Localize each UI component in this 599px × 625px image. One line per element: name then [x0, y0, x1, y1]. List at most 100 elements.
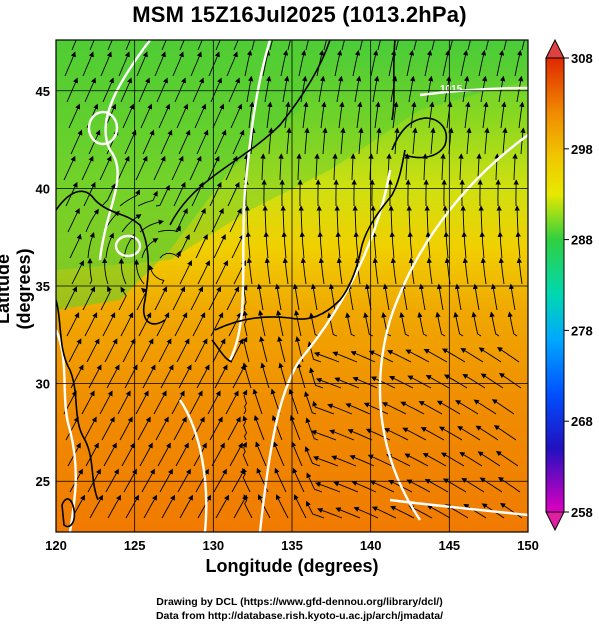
- streamline-50: [104, 338, 118, 363]
- streamline-302: [314, 481, 341, 493]
- streamline-11: [66, 312, 80, 337]
- x-tick-145: 145: [438, 538, 460, 553]
- colorbar-bottom-triangle: [545, 511, 565, 532]
- streamline-321: [333, 481, 359, 493]
- streamline-209: [269, 40, 273, 51]
- streamline-276: [310, 283, 318, 311]
- streamline-9: [71, 260, 84, 285]
- streamline-7: [67, 207, 80, 233]
- streamline-359: [369, 480, 395, 493]
- streamline-27: [87, 232, 95, 259]
- streamline-340: [351, 480, 377, 493]
- streamline-492: [497, 477, 521, 493]
- streamline-488: [498, 372, 522, 389]
- streamline-155: [212, 103, 225, 129]
- streamline-464: [497, 231, 503, 259]
- streamline-325: [372, 75, 380, 103]
- streamline-283: [306, 472, 323, 493]
- streamline-480: [512, 153, 518, 181]
- streamline-343: [388, 49, 397, 77]
- streamline-204: [242, 389, 248, 415]
- streamline-1: [64, 51, 76, 77]
- streamline-437: [485, 40, 489, 51]
- streamline-254: [298, 205, 304, 233]
- streamline-233: [278, 153, 284, 181]
- streamline-362: [406, 49, 415, 77]
- coastlines: [56, 40, 447, 528]
- streamline-118: [178, 129, 191, 155]
- streamline-92: [139, 442, 153, 467]
- streamline-182: [228, 312, 242, 337]
- streamline-165: [214, 364, 228, 389]
- streamline-478: [518, 101, 525, 129]
- streamline-123: [179, 260, 192, 285]
- streamline-407: [443, 231, 449, 259]
- streamline-54: [103, 442, 117, 467]
- streamline-422: [466, 127, 472, 155]
- streamline-211: [264, 75, 272, 103]
- streamline-364: [410, 101, 417, 129]
- streamline-282: [304, 446, 321, 467]
- y-tick-35: 35: [36, 279, 50, 294]
- streamline-460: [502, 127, 508, 155]
- y-tick-30: 30: [36, 377, 50, 392]
- streamline-5: [63, 155, 76, 181]
- streamline-255: [299, 231, 305, 259]
- streamline-485: [508, 283, 516, 311]
- streamline-152: [215, 40, 221, 51]
- streamline-331: [371, 231, 377, 259]
- streamline-109: [153, 390, 167, 415]
- streamline-409: [436, 283, 444, 311]
- streamline-490: [493, 425, 517, 441]
- streamline-250: [302, 101, 309, 129]
- streamline-400: [442, 49, 451, 77]
- streamline-385: [422, 153, 428, 181]
- streamline-487: [496, 347, 520, 363]
- streamline-448: [471, 311, 482, 337]
- streamline-217: [263, 231, 269, 259]
- streamline-134: [190, 51, 202, 77]
- streamline-129: [173, 416, 187, 441]
- streamline-117: [176, 103, 189, 129]
- streamline-172: [226, 51, 238, 77]
- streamline-83: [139, 219, 165, 233]
- streamline-94: [143, 494, 157, 519]
- streamline-212: [266, 101, 273, 129]
- streamline-79: [140, 103, 153, 129]
- streamline-334: [363, 312, 374, 337]
- streamline-222: [260, 362, 270, 389]
- streamline-230: [282, 75, 290, 103]
- streamline-104: [148, 264, 165, 285]
- streamline-77: [136, 51, 148, 77]
- streamline-338: [347, 429, 373, 441]
- streamline-66: [118, 258, 127, 285]
- x-tick-125: 125: [124, 538, 146, 553]
- streamline-395: [402, 427, 427, 441]
- streamline-470: [473, 399, 497, 415]
- streamline-194: [250, 127, 256, 155]
- streamline-323: [377, 40, 381, 51]
- streamline-34: [83, 416, 97, 441]
- streamline-450: [462, 373, 486, 389]
- streamline-434: [440, 452, 465, 467]
- streamline-352: [382, 283, 390, 311]
- streamline-294: [336, 257, 343, 285]
- grid-lines: [56, 40, 528, 532]
- streamline-251: [304, 127, 310, 155]
- streamline-411: [423, 349, 448, 363]
- streamline-28: [87, 257, 93, 285]
- streamline-141: [195, 233, 208, 259]
- streamline-337: [345, 403, 371, 415]
- streamline-49: [102, 312, 116, 337]
- streamline-133: [197, 40, 203, 51]
- streamline-148: [191, 416, 205, 441]
- streamline-257: [292, 283, 300, 311]
- streamline-326: [374, 101, 381, 129]
- x-tick-140: 140: [360, 538, 382, 553]
- streamline-145: [194, 338, 208, 363]
- streamline-401: [444, 75, 452, 103]
- streamline-43: [99, 155, 112, 181]
- streamline-366: [404, 153, 410, 181]
- streamline-156: [214, 129, 227, 155]
- streamline-247: [305, 40, 309, 51]
